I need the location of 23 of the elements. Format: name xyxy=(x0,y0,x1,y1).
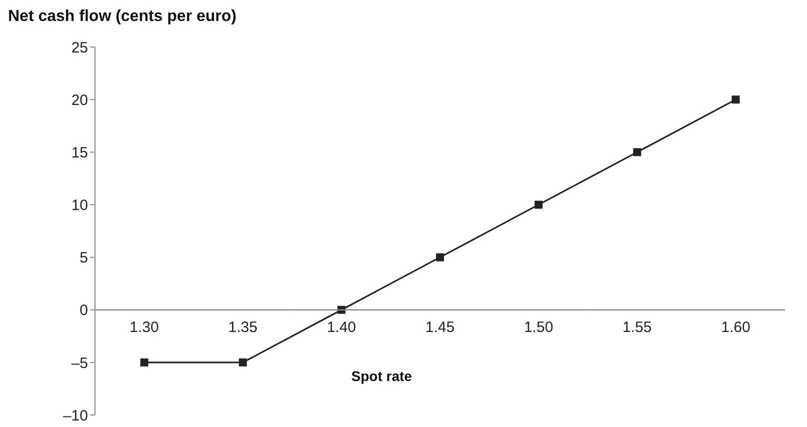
x-tick-label: 1.55 xyxy=(622,318,652,336)
x-tick-label: 1.45 xyxy=(425,318,455,336)
x-tick-label: 1.60 xyxy=(721,318,750,336)
x-axis-title: Spot rate xyxy=(351,368,412,384)
point xyxy=(633,148,642,156)
y-axis-title: Net cash flow (cents per euro) xyxy=(8,8,236,26)
point xyxy=(732,96,740,104)
point xyxy=(534,200,543,209)
x-tick-label: 1.40 xyxy=(326,318,356,336)
y-tick-label: 25 xyxy=(71,39,88,56)
point xyxy=(436,253,444,262)
x-tick-label: 1.35 xyxy=(228,318,258,336)
y-tick-label: 0 xyxy=(80,302,88,320)
y-tick-label: 15 xyxy=(71,144,88,162)
y-tick-label: –5 xyxy=(71,354,88,372)
y-tick-label: 5 xyxy=(80,250,88,267)
x-tick-label: 1.50 xyxy=(524,318,554,336)
y-tick-label: –10 xyxy=(62,407,88,424)
point xyxy=(140,358,148,366)
y-tick-label: 10 xyxy=(71,197,88,214)
y-tick-label: 20 xyxy=(71,92,88,109)
x-tick-label: 1.30 xyxy=(130,318,159,336)
point xyxy=(238,358,247,366)
